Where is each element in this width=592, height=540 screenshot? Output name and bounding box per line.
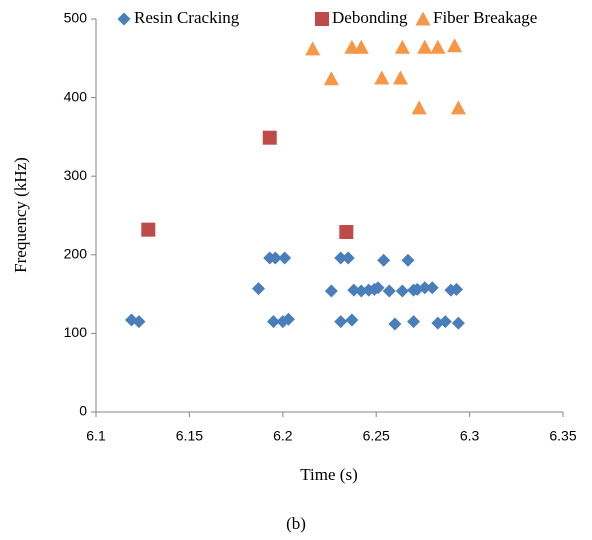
triangle-point bbox=[394, 39, 410, 54]
x-tick-label: 6.35 bbox=[549, 428, 576, 444]
caption: (b) bbox=[286, 514, 306, 533]
x-tick-label: 6.1 bbox=[86, 428, 106, 444]
square-point bbox=[339, 225, 354, 240]
diamond-point bbox=[268, 251, 282, 265]
x-tick-label: 6.3 bbox=[460, 428, 480, 444]
diamond-point bbox=[377, 253, 391, 267]
diamond-point bbox=[132, 315, 146, 329]
diamond-point bbox=[418, 281, 432, 295]
triangle-point bbox=[417, 39, 433, 54]
diamond-point bbox=[334, 251, 348, 265]
square-point bbox=[262, 130, 277, 145]
y-tick-label: 300 bbox=[64, 167, 88, 183]
y-tick-label: 0 bbox=[79, 403, 87, 419]
x-axis-title: Time (s) bbox=[300, 465, 357, 484]
diamond-point bbox=[388, 317, 402, 331]
triangle-point bbox=[430, 39, 446, 54]
legend-marker bbox=[415, 11, 431, 26]
diamond-point bbox=[266, 315, 280, 329]
y-tick-label: 100 bbox=[64, 324, 88, 340]
diamond-point bbox=[450, 282, 464, 296]
triangle-point bbox=[392, 70, 408, 85]
legend-label: Resin Cracking bbox=[134, 8, 240, 27]
diamond-point bbox=[401, 253, 415, 267]
triangle-point bbox=[447, 38, 463, 53]
x-tick-label: 6.15 bbox=[176, 428, 203, 444]
diamond-point bbox=[252, 282, 266, 296]
triangle-point bbox=[323, 71, 339, 86]
diamond-point bbox=[345, 313, 359, 327]
diamond-point bbox=[371, 281, 385, 295]
triangle-point bbox=[411, 100, 427, 115]
diamond-point bbox=[382, 284, 396, 298]
diamond-point bbox=[354, 284, 368, 298]
diamond-point bbox=[278, 251, 292, 265]
y-tick-label: 500 bbox=[64, 10, 88, 26]
triangle-point bbox=[450, 100, 466, 115]
x-tick-label: 6.25 bbox=[363, 428, 390, 444]
diamond-point bbox=[334, 315, 348, 329]
square-point bbox=[141, 222, 156, 237]
legend-label: Debonding bbox=[332, 8, 408, 27]
diamond-point bbox=[324, 284, 338, 298]
diamond-point bbox=[281, 312, 295, 326]
diamond-point bbox=[341, 251, 355, 265]
diamond-point bbox=[347, 283, 361, 297]
diamond-point bbox=[407, 315, 421, 329]
legend-marker bbox=[315, 12, 329, 26]
y-tick-label: 200 bbox=[64, 246, 88, 262]
triangle-point bbox=[353, 39, 369, 54]
triangle-point bbox=[374, 70, 390, 85]
y-tick-label: 400 bbox=[64, 88, 88, 104]
x-tick-label: 6.2 bbox=[273, 428, 293, 444]
diamond-point bbox=[438, 315, 452, 329]
triangle-point bbox=[305, 41, 321, 56]
diamond-point bbox=[395, 284, 409, 298]
legend-marker bbox=[117, 12, 131, 26]
diamond-point bbox=[451, 316, 465, 330]
y-axis-title: Frequency (kHz) bbox=[11, 157, 30, 273]
legend-label: Fiber Breakage bbox=[433, 8, 537, 27]
diamond-point bbox=[425, 281, 439, 295]
